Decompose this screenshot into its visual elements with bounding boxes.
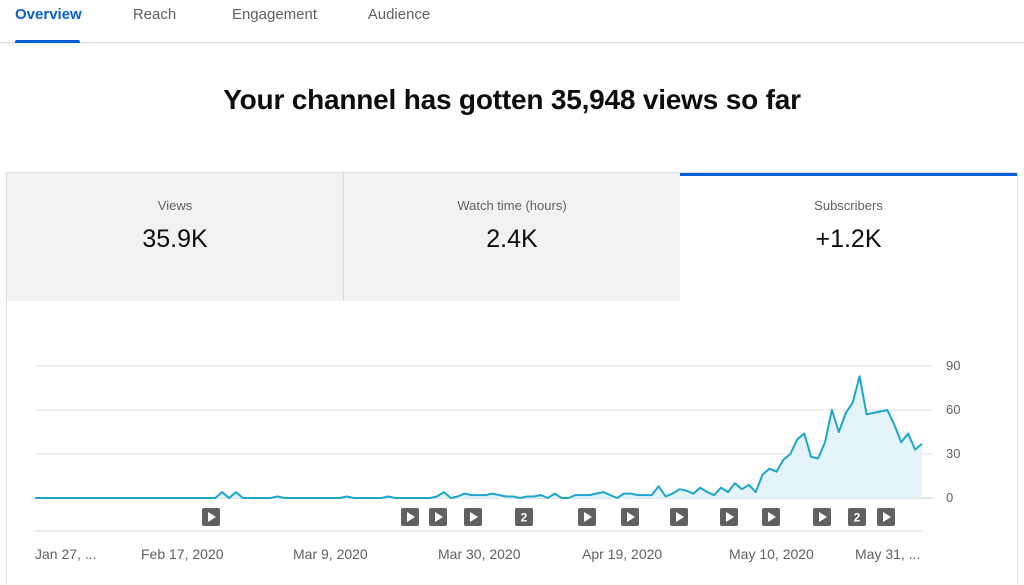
- video-marker[interactable]: [202, 508, 220, 526]
- video-marker[interactable]: [877, 508, 895, 526]
- play-icon: [470, 512, 478, 522]
- y-tick-label: 0: [946, 490, 953, 505]
- marker-box: [848, 508, 866, 526]
- x-tick-label: Apr 19, 2020: [582, 546, 662, 562]
- metric-label: Watch time (hours): [457, 198, 567, 213]
- marker-count: 2: [854, 511, 861, 525]
- video-marker[interactable]: [464, 508, 482, 526]
- video-marker[interactable]: [401, 508, 419, 526]
- card-divider: [343, 173, 344, 301]
- play-icon: [819, 512, 827, 522]
- tab-engagement[interactable]: Engagement: [231, 6, 318, 23]
- metric-label: Views: [157, 198, 193, 213]
- video-marker[interactable]: [578, 508, 596, 526]
- tab-overview[interactable]: Overview: [15, 0, 82, 43]
- video-marker[interactable]: [762, 508, 780, 526]
- play-icon: [768, 512, 776, 522]
- metric-card-subscribers[interactable]: Subscribers +1.2K: [680, 173, 1017, 301]
- video-count-marker[interactable]: 2: [848, 508, 866, 526]
- tab-audience[interactable]: Audience: [367, 6, 431, 23]
- video-marker[interactable]: [429, 508, 447, 526]
- video-marker[interactable]: [670, 508, 688, 526]
- x-tick-label: Jan 27, ...: [35, 546, 96, 562]
- play-icon: [726, 512, 734, 522]
- series-area: [35, 376, 922, 498]
- page-title: Your channel has gotten 35,948 views so …: [223, 84, 801, 115]
- play-icon: [627, 512, 635, 522]
- tab-bar: Overview Reach Engagement Audience: [0, 0, 1024, 43]
- metric-value: 2.4K: [486, 225, 538, 253]
- y-tick-label: 90: [946, 358, 960, 373]
- y-tick-label: 30: [946, 446, 960, 461]
- x-tick-label: May 31, ...: [855, 546, 920, 562]
- marker-box: [515, 508, 533, 526]
- marker-count: 2: [521, 511, 528, 525]
- video-marker[interactable]: [813, 508, 831, 526]
- tab-reach[interactable]: Reach: [132, 6, 177, 23]
- play-icon: [584, 512, 592, 522]
- play-icon: [676, 512, 684, 522]
- series-line: [35, 375, 923, 499]
- x-tick-label: Feb 17, 2020: [141, 546, 224, 562]
- video-marker[interactable]: [720, 508, 738, 526]
- video-marker[interactable]: [621, 508, 639, 526]
- metric-value: +1.2K: [815, 225, 882, 253]
- x-tick-label: Mar 9, 2020: [293, 546, 368, 562]
- metric-card-views[interactable]: Views 35.9K: [7, 173, 343, 301]
- play-icon: [435, 512, 443, 522]
- x-tick-label: May 10, 2020: [729, 546, 814, 562]
- play-icon: [407, 512, 415, 522]
- x-tick-label: Mar 30, 2020: [438, 546, 521, 562]
- metric-card-watch-time[interactable]: Watch time (hours) 2.4K: [344, 173, 680, 301]
- play-icon: [208, 512, 216, 522]
- metric-value: 35.9K: [142, 225, 208, 253]
- play-icon: [883, 512, 891, 522]
- y-tick-label: 60: [946, 402, 960, 417]
- metric-label: Subscribers: [814, 198, 883, 213]
- video-count-marker[interactable]: 2: [515, 508, 533, 526]
